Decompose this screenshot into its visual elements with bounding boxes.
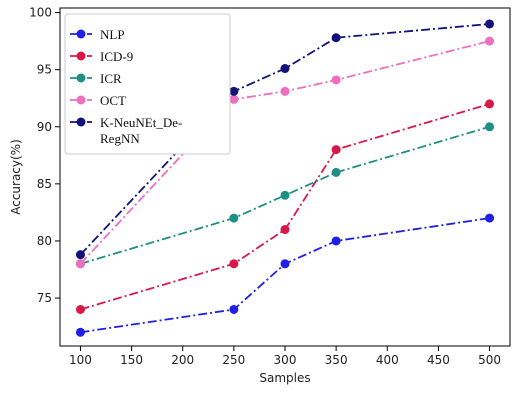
data-point — [229, 259, 239, 269]
x-tick-label: 150 — [120, 353, 143, 367]
data-point — [280, 86, 290, 96]
series-line — [80, 217, 490, 334]
data-point — [280, 259, 290, 269]
data-point — [331, 236, 341, 246]
data-point — [229, 86, 239, 96]
series-nlp — [75, 213, 495, 337]
data-point — [75, 327, 85, 337]
data-point — [485, 213, 495, 223]
data-point — [229, 213, 239, 223]
legend-swatch-marker — [76, 29, 86, 39]
legend-swatch-marker — [76, 117, 86, 127]
data-point — [75, 250, 85, 260]
x-tick-label: 200 — [171, 353, 194, 367]
legend: NLP ICD-9 ICR OCT K-NeuNEt_De-RegNN — [64, 13, 231, 155]
data-point — [485, 36, 495, 46]
legend-box — [64, 13, 231, 155]
legend-label: OCT — [100, 93, 126, 108]
y-tick-label: 75 — [37, 291, 52, 305]
data-point — [485, 122, 495, 132]
data-point — [229, 94, 239, 104]
y-tick-label: 100 — [29, 6, 52, 20]
data-point — [75, 259, 85, 269]
data-point — [280, 64, 290, 74]
data-point — [331, 75, 341, 85]
legend-label: ICD-9 — [100, 49, 133, 64]
data-point — [331, 167, 341, 177]
y-axis: 75 80 85 90 95 100 — [29, 6, 60, 305]
x-tick-label: 100 — [69, 353, 92, 367]
y-tick-label: 85 — [37, 177, 52, 191]
data-point — [280, 190, 290, 200]
x-tick-label: 350 — [325, 353, 348, 367]
data-point — [331, 145, 341, 155]
y-tick-label: 80 — [37, 234, 52, 248]
x-axis-title: Samples — [259, 371, 310, 385]
x-axis: 100 150 200 250 300 350 400 450 500 — [69, 346, 501, 367]
x-tick-label: 250 — [222, 353, 245, 367]
data-point — [331, 33, 341, 43]
legend-label: NLP — [100, 27, 125, 42]
data-point — [485, 19, 495, 29]
legend-label: ICR — [100, 71, 122, 86]
data-point — [75, 304, 85, 314]
data-point — [229, 304, 239, 314]
x-tick-label: 300 — [274, 353, 297, 367]
series-icd-9 — [75, 99, 495, 314]
y-tick-label: 95 — [37, 63, 52, 77]
data-point — [485, 99, 495, 109]
legend-swatch-marker — [76, 73, 86, 83]
x-tick-label: 450 — [427, 353, 450, 367]
data-point — [280, 225, 290, 235]
legend-swatch-marker — [76, 95, 86, 105]
x-tick-label: 500 — [478, 353, 501, 367]
legend-swatch-marker — [76, 51, 86, 61]
legend-label: K-NeuNEt_De-RegNN — [100, 115, 182, 146]
x-tick-label: 400 — [376, 353, 399, 367]
y-tick-label: 90 — [37, 120, 52, 134]
y-axis-title: Accuracy(%) — [9, 139, 23, 215]
